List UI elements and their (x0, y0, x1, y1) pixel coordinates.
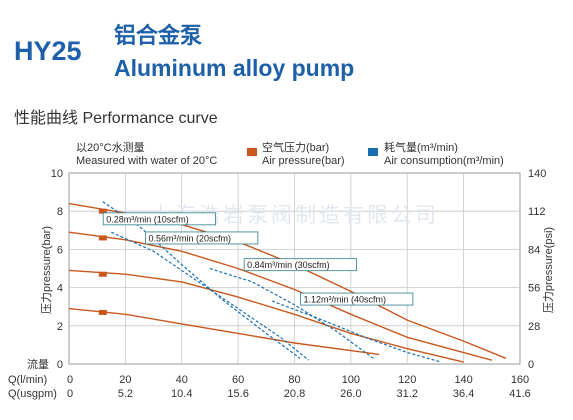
x-tick: 0 (67, 374, 73, 386)
x-tick: 10.4 (171, 388, 192, 400)
y-tick-left: 10 (51, 168, 63, 180)
y-tick-right: 140 (528, 168, 546, 180)
x-tick: 20.8 (284, 388, 305, 400)
x-tick: 15.6 (227, 388, 248, 400)
y-tick-left: 2 (57, 321, 63, 333)
x-tick: 0 (67, 388, 73, 400)
x-tick: 31.2 (397, 388, 418, 400)
pressure-curve (68, 307, 380, 356)
y-tick-left: 4 (57, 283, 63, 295)
x-tick: 80 (288, 374, 300, 386)
x-tick: 120 (398, 374, 416, 386)
axis-labels: 0 2 28 4 56 6 84 8 112 10 140 流量 0 Q(l/min) 0 20 40 60 80 1… (8, 168, 555, 400)
y-tick-right: 56 (528, 283, 540, 295)
x-tick: 41.6 (509, 388, 530, 400)
pressure-marker (98, 235, 107, 241)
consumption-curve (271, 300, 442, 363)
x-tick: 36.4 (453, 388, 474, 400)
x-tick: 60 (232, 374, 244, 386)
y-axis-title-right: 压力pressure(psi) (542, 227, 555, 313)
x-row-label: Q(l/min) (8, 374, 47, 386)
flow-label: 流量 (27, 357, 49, 371)
pressure-curve (68, 269, 464, 363)
legend-water-cn: 以20°C水测量 (76, 142, 145, 154)
y-tick-right: 112 (528, 206, 546, 218)
x-tick: 40 (176, 374, 188, 386)
y-tick-right: 28 (528, 321, 540, 333)
watermark: 上海浩岩泵阀制造有限公司 (151, 204, 439, 227)
y-tick-left: 6 (57, 244, 63, 256)
pressure-marker (98, 208, 107, 214)
title-chinese: 铝合金泵 (114, 23, 203, 48)
x-tick: 160 (511, 374, 529, 386)
pressure-marker (98, 309, 107, 315)
air-pressure-swatch (247, 148, 257, 156)
legend-air-pressure: 空气压力(bar) Air pressure(bar) (262, 142, 345, 168)
legend-air-pressure-cn: 空气压力(bar) (262, 142, 330, 154)
consumption-label: 0.28m³/min (10scfm) (106, 214, 189, 224)
x-tick: 26.0 (340, 388, 361, 400)
consumption-label-box (300, 292, 414, 306)
legend-air-pressure-en: Air pressure(bar) (262, 155, 345, 167)
legend-air-consumption-cn: 耗气量(m³/min) (384, 142, 458, 154)
consumption-curves: 0.28m³/min (10scfm) 0.56m³/min (20scfm) 0.… (102, 201, 442, 363)
consumption-label-box (102, 212, 216, 226)
y-tick-right: 84 (528, 244, 540, 256)
legend-air-consumption: 耗气量(m³/min) Air consumption(m³/min) (384, 142, 504, 168)
x-tick: 100 (342, 374, 360, 386)
x-row-label: Q(usgpm) (8, 388, 57, 400)
consumption-label-box (243, 258, 357, 272)
y-tick-left: 8 (57, 206, 63, 218)
pressure-curves (68, 202, 507, 363)
x-tick: 5.2 (118, 388, 133, 400)
consumption-curve (209, 267, 374, 359)
pressure-curve (68, 231, 492, 361)
x-tick: 20 (119, 374, 131, 386)
consumption-label: 0.56m³/min (20scfm) (148, 233, 231, 243)
model-number: HY25 (14, 36, 82, 66)
consumption-label-box (145, 231, 259, 245)
consumption-curve (111, 231, 309, 361)
legend-water-en: Measured with water of 20°C (76, 155, 218, 167)
air-consumption-swatch (368, 148, 378, 156)
consumption-label: 1.12m³/min (40scfm) (304, 295, 387, 305)
y-axis-title-left: 压力pressure(bar) (40, 226, 53, 314)
pressure-marker (98, 271, 107, 277)
section-heading: 性能曲线 Performance curve (14, 110, 218, 127)
legend-air-consumption-en: Air consumption(m³/min) (384, 155, 504, 167)
x-tick: 140 (454, 374, 472, 386)
consumption-label: 0.84m³/min (30scfm) (247, 260, 330, 270)
y-tick-right: 0 (528, 359, 534, 371)
title-english: Aluminum alloy pump (114, 55, 355, 81)
legend-water: 以20°C水测量 Measured with water of 20°C (76, 142, 217, 168)
y-tick-left: 0 (57, 359, 63, 371)
